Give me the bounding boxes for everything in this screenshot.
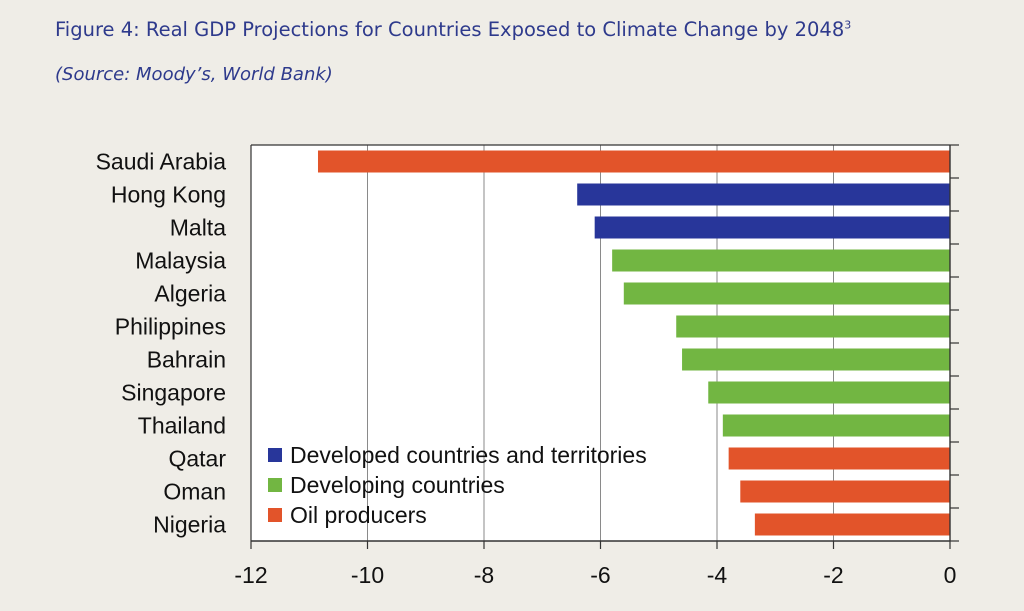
x-tick-labels: -12 -10 -8 -6 -4 -2 0	[234, 562, 956, 588]
figure-source: (Source: Moody’s, World Bank)	[55, 64, 333, 85]
category-label: Malaysia	[135, 248, 226, 274]
category-label: Nigeria	[153, 512, 226, 538]
bar	[722, 414, 950, 437]
category-label: Algeria	[154, 281, 226, 307]
legend-swatch	[268, 478, 282, 492]
category-label: Hong Kong	[111, 182, 226, 208]
bar	[577, 183, 950, 206]
title-footnote: 3	[844, 18, 852, 32]
x-tick-label: -2	[823, 562, 843, 588]
bar	[623, 282, 950, 305]
x-tick-label: -4	[707, 562, 728, 588]
x-tick-label: -8	[474, 562, 494, 588]
bar	[728, 447, 950, 470]
bar	[708, 381, 950, 404]
bar	[676, 315, 950, 338]
bar	[682, 348, 950, 371]
legend: Developed countries and territories Devel…	[268, 442, 647, 528]
legend-label: Oil producers	[290, 502, 427, 528]
bar	[754, 513, 950, 536]
bar	[317, 150, 950, 173]
category-labels: Saudi Arabia Hong Kong Malta Malaysia Algeri…	[96, 149, 227, 538]
legend-label: Developed countries and territories	[290, 442, 647, 468]
x-tick-label: 0	[944, 562, 957, 588]
bar	[740, 480, 950, 503]
axes	[250, 144, 959, 549]
category-label: Oman	[163, 479, 226, 505]
grid-lines	[367, 145, 834, 541]
legend-swatch	[268, 448, 282, 462]
bars	[317, 150, 950, 536]
figure-title: Figure 4: Real GDP Projections for Count…	[55, 18, 852, 41]
legend-swatch	[268, 508, 282, 522]
x-tick-label: -6	[590, 562, 610, 588]
category-label: Qatar	[168, 446, 226, 472]
x-tick-label: -10	[351, 562, 384, 588]
category-label: Philippines	[115, 314, 226, 340]
legend-label: Developing countries	[290, 472, 505, 498]
category-label: Bahrain	[147, 347, 226, 373]
x-tick-label: -12	[234, 562, 267, 588]
bar	[594, 216, 950, 239]
category-label: Thailand	[138, 413, 226, 439]
bar	[612, 249, 950, 272]
category-label: Saudi Arabia	[96, 149, 227, 175]
category-label: Singapore	[121, 380, 226, 406]
category-label: Malta	[170, 215, 226, 241]
